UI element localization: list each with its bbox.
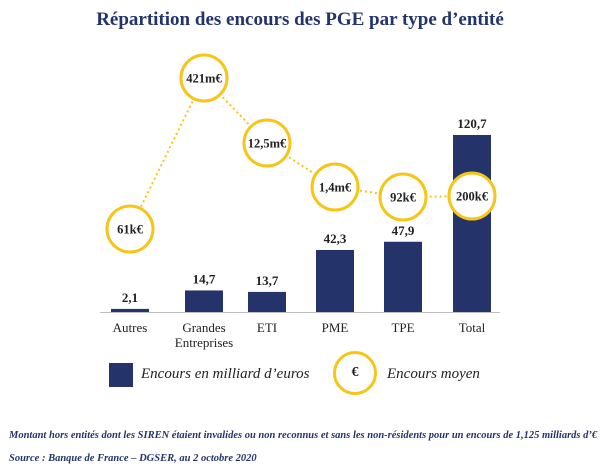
legend-circle-symbol: € — [351, 365, 359, 380]
average-circle — [447, 171, 497, 221]
bar — [384, 241, 422, 312]
legend-bar-swatch — [109, 363, 133, 387]
legend-circle-label: Encours moyen — [387, 366, 480, 382]
average-trend-line — [129, 76, 473, 230]
bar-value-label: 2,1 — [122, 290, 138, 305]
category-label: TPE — [391, 320, 414, 335]
legend-bar-label: Encours en milliard d’euros — [141, 366, 310, 382]
category-label: ETI — [257, 320, 277, 335]
average-circle — [310, 162, 360, 212]
average-value-label: 12,5m€ — [248, 137, 287, 151]
average-circle — [179, 53, 229, 103]
category-label: Entreprises — [175, 335, 233, 350]
footnote: Montant hors entités dont les SIREN étai… — [9, 430, 598, 441]
bar-value-label: 120,7 — [457, 116, 487, 131]
average-value-label: 92k€ — [390, 191, 416, 205]
bar-value-label: 14,7 — [193, 271, 216, 286]
average-circle — [242, 118, 292, 168]
average-value-label: 1,4m€ — [319, 181, 352, 195]
average-circle — [378, 172, 428, 222]
bar — [185, 290, 223, 312]
bar — [111, 308, 149, 312]
chart-title: Répartition des encours des PGE par type… — [96, 9, 504, 30]
chart-svg: 2,1 14,7 13,7 42,3 47,9 120,7 61k€ 421m€ 12,5m€ 1… — [100, 53, 500, 350]
average-circle — [105, 204, 155, 254]
bar — [248, 291, 286, 312]
category-label: Total — [459, 320, 486, 335]
bar — [453, 135, 491, 312]
category-label: PME — [322, 320, 349, 335]
bar-value-label: 47,9 — [392, 223, 415, 238]
average-value-label: 421m€ — [186, 72, 222, 86]
bar-value-label: 42,3 — [324, 231, 347, 246]
bar — [316, 249, 354, 312]
legend-circle-icon: € — [333, 351, 377, 395]
average-value-label: 200k€ — [456, 190, 489, 204]
category-label: Grandes — [182, 320, 225, 335]
bar-value-label: 13,7 — [256, 273, 279, 288]
source-note: Source : Banque de France – DGSER, au 2 … — [9, 453, 257, 464]
average-value-label: 61k€ — [117, 223, 143, 237]
category-label: Autres — [113, 320, 148, 335]
